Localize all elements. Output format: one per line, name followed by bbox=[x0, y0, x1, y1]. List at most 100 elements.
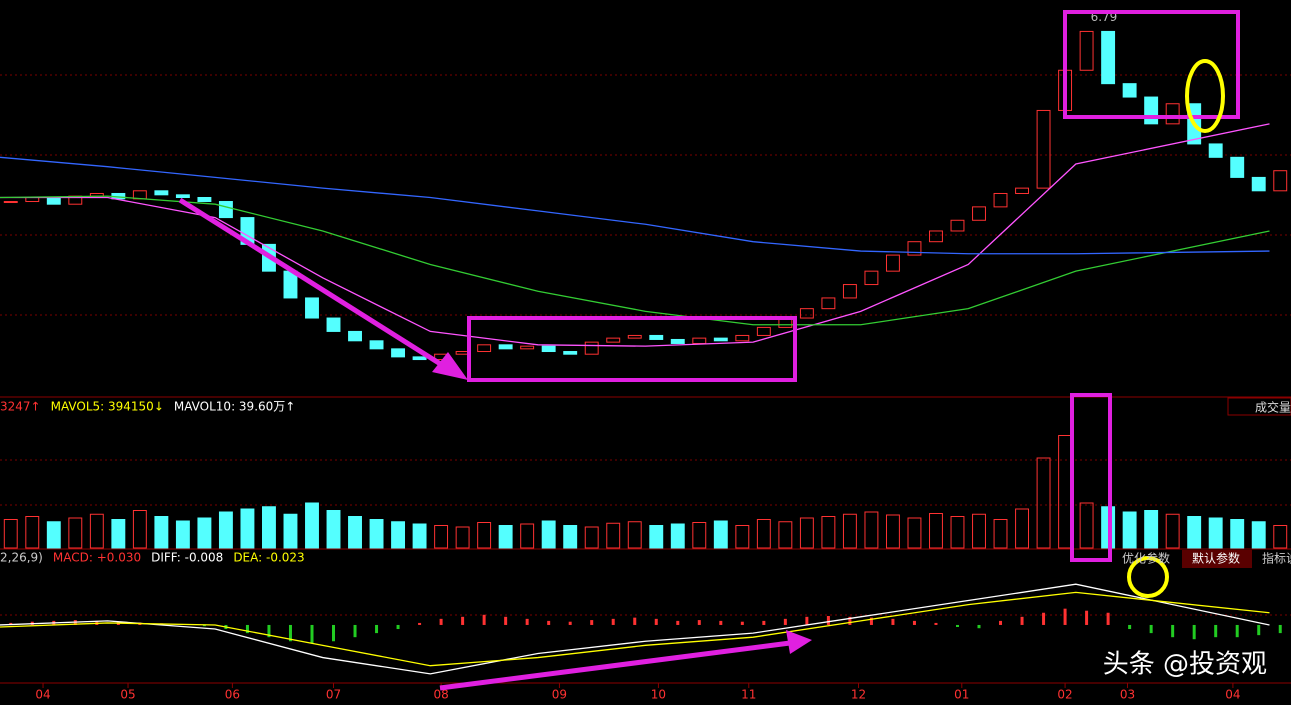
volume-bar bbox=[1165, 513, 1180, 549]
volume-bar bbox=[154, 516, 169, 549]
volume-bar bbox=[1230, 519, 1245, 549]
volume-tab bbox=[1227, 397, 1291, 416]
candle bbox=[993, 192, 1008, 208]
candle bbox=[46, 197, 61, 205]
volume-bar bbox=[477, 522, 492, 549]
candle bbox=[498, 344, 513, 350]
volume-bar bbox=[563, 525, 578, 549]
grid-decor bbox=[0, 74, 1291, 616]
candle bbox=[692, 337, 707, 344]
volume-bar bbox=[218, 511, 233, 549]
volume-bar bbox=[929, 513, 943, 549]
watermark: 头条 @投资观 bbox=[1103, 650, 1267, 680]
candle bbox=[907, 241, 922, 256]
candle bbox=[369, 340, 384, 350]
x-tick-label: 09 bbox=[552, 688, 567, 702]
macd-header: MACD: +0.030 bbox=[53, 551, 141, 565]
volume-bar bbox=[1122, 511, 1137, 549]
candle bbox=[584, 341, 599, 355]
volume-bar bbox=[993, 519, 1008, 549]
candle bbox=[477, 344, 492, 353]
volume-bar bbox=[1208, 517, 1223, 549]
volume-bar bbox=[584, 526, 599, 549]
volume-bar bbox=[950, 516, 965, 549]
volume-bar bbox=[25, 516, 40, 549]
volume-bar bbox=[606, 522, 621, 549]
volume-bar bbox=[412, 523, 427, 549]
volume-bar bbox=[864, 511, 879, 549]
volume-bar bbox=[498, 525, 513, 549]
x-tick-label: 08 bbox=[433, 688, 448, 702]
candle bbox=[1230, 156, 1245, 178]
x-tick-label: 07 bbox=[326, 688, 341, 702]
x-tick-label: 02 bbox=[1057, 688, 1072, 702]
volume-bar bbox=[283, 513, 298, 549]
candle bbox=[197, 197, 212, 203]
volume-bar bbox=[1273, 525, 1288, 549]
candle bbox=[606, 337, 621, 343]
x-tick-label: 04 bbox=[35, 688, 50, 702]
volume-bar bbox=[799, 517, 814, 549]
volume-bar bbox=[89, 513, 104, 549]
volume-header: 3247↑ bbox=[0, 400, 41, 414]
candle bbox=[326, 317, 341, 332]
candle bbox=[1208, 143, 1223, 158]
button[interactable]: 默认参数 bbox=[1192, 551, 1240, 566]
macd-header: DEA: -0.023 bbox=[233, 551, 304, 565]
candle bbox=[713, 337, 728, 342]
candle bbox=[756, 326, 771, 336]
candle bbox=[649, 334, 664, 340]
macd-header: DIFF: -0.008 bbox=[151, 551, 223, 565]
volume-bar bbox=[885, 514, 900, 549]
candle bbox=[950, 219, 965, 232]
volume-bar bbox=[348, 516, 362, 549]
x-tick-label: 04 bbox=[1225, 688, 1240, 702]
volume-header: MAVOL5: 394150↓ bbox=[51, 400, 164, 414]
candle bbox=[348, 330, 362, 342]
x-tick-label: 03 bbox=[1120, 688, 1135, 702]
button-bg bbox=[1182, 550, 1252, 568]
volume-bar bbox=[713, 520, 728, 549]
button[interactable]: 指标说明 bbox=[1262, 551, 1291, 566]
candle bbox=[541, 345, 556, 353]
candle bbox=[670, 338, 685, 344]
candle bbox=[735, 334, 750, 342]
candle bbox=[864, 270, 879, 286]
x-tick-label: 05 bbox=[120, 688, 135, 702]
volume-bar bbox=[434, 525, 449, 549]
volume-bar bbox=[132, 510, 147, 549]
volume-bar bbox=[972, 513, 986, 549]
volume-bar bbox=[541, 520, 556, 549]
volume-title: 成交量 bbox=[1255, 400, 1291, 415]
candle bbox=[412, 356, 427, 361]
volume-header: MAVOL10: 39.60万↑ bbox=[174, 400, 295, 414]
volume-bar bbox=[1015, 508, 1029, 549]
candle bbox=[520, 345, 535, 350]
volume-bar bbox=[1036, 457, 1051, 549]
volume-bar bbox=[46, 521, 61, 549]
volume-bar bbox=[1144, 510, 1159, 549]
volume-bar bbox=[520, 523, 535, 549]
volume-bar bbox=[821, 516, 836, 549]
volume-bar bbox=[68, 517, 83, 549]
volume-bar bbox=[455, 526, 470, 549]
diff-line bbox=[0, 583, 1270, 675]
volume-bar bbox=[326, 510, 341, 549]
volume-bar bbox=[197, 517, 212, 549]
candle bbox=[305, 297, 319, 319]
candle bbox=[391, 348, 406, 358]
macd-header: 2,26,9) bbox=[0, 551, 43, 565]
button[interactable]: 优化参数 bbox=[1122, 551, 1170, 566]
volume-bar bbox=[1058, 435, 1073, 549]
x-tick-label: 01 bbox=[954, 688, 969, 702]
candle bbox=[842, 284, 857, 299]
candle bbox=[627, 334, 642, 339]
ma-line bbox=[0, 123, 1270, 347]
volume-bar bbox=[670, 523, 685, 549]
volume-bar bbox=[1079, 502, 1094, 549]
candle bbox=[1036, 109, 1051, 189]
candle bbox=[154, 190, 169, 196]
volume-bar bbox=[3, 519, 18, 549]
candle bbox=[1079, 30, 1094, 71]
